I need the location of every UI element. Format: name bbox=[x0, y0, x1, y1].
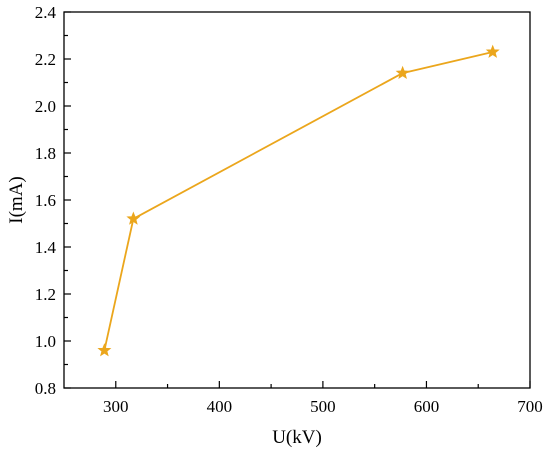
x-axis-title: U(kV) bbox=[272, 427, 322, 448]
x-tick-label: 600 bbox=[414, 397, 440, 416]
data-point-star bbox=[395, 65, 410, 80]
y-axis-ticks: 0.8 1.0 1.2 1.4 1.6 1.8 2.0 2.2 2.4 bbox=[35, 3, 71, 398]
y-tick-label: 2.2 bbox=[35, 50, 56, 69]
data-point-star bbox=[97, 343, 112, 357]
plot-frame bbox=[63, 11, 531, 389]
x-tick-label: 400 bbox=[207, 397, 233, 416]
x-axis-ticks: 300 400 500 600 700 bbox=[103, 381, 543, 416]
y-axis-title: I(mA) bbox=[6, 176, 27, 223]
y-tick-label: 1.6 bbox=[35, 191, 56, 210]
y-tick-label: 1.4 bbox=[35, 238, 57, 257]
series-layer bbox=[97, 44, 500, 357]
y-tick-label: 0.8 bbox=[35, 379, 56, 398]
y-tick-label: 1.8 bbox=[35, 144, 56, 163]
x-tick-label: 700 bbox=[517, 397, 543, 416]
data-point-star bbox=[485, 44, 500, 58]
y-tick-label: 2.4 bbox=[35, 3, 57, 22]
x-tick-label: 500 bbox=[310, 397, 336, 416]
y-tick-label: 1.2 bbox=[35, 285, 56, 304]
series-line bbox=[103, 51, 493, 351]
x-tick-label: 300 bbox=[103, 397, 129, 416]
y-tick-label: 2.0 bbox=[35, 97, 56, 116]
data-point-star bbox=[126, 211, 141, 225]
y-tick-label: 1.0 bbox=[35, 332, 56, 351]
